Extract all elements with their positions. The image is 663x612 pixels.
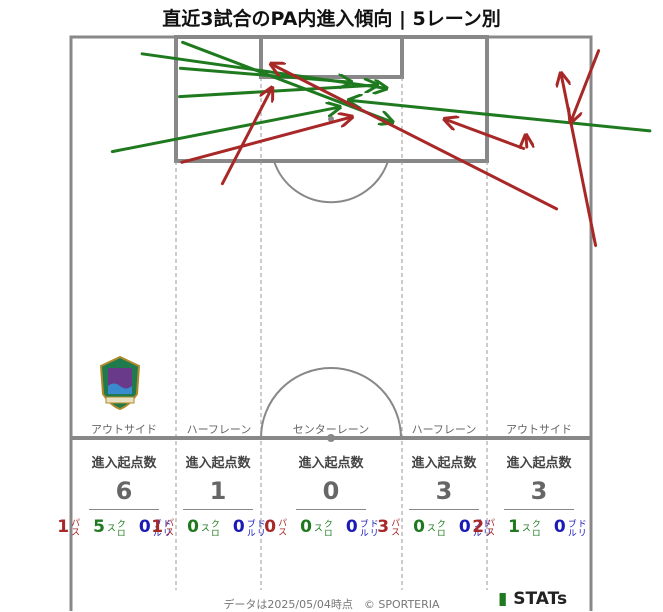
dribble-count: 0 — [458, 517, 471, 537]
stat-divider — [183, 509, 253, 510]
arrow-layer — [110, 40, 652, 247]
cross-count: 5 — [93, 517, 105, 537]
pass-label: パス — [276, 518, 287, 536]
stat-head: 進入起点数 — [298, 456, 364, 471]
stat-divider — [89, 509, 159, 510]
cross-label: クロス — [104, 518, 125, 537]
dribble-label: ドリブル — [357, 518, 378, 537]
cross-arrow-0 — [110, 107, 338, 154]
cross-count: 0 — [413, 517, 425, 537]
dribble-count: 0 — [345, 517, 358, 537]
lane-stats-center: 進入起点数 0 0 パス 0 クロス 0 ドリブル — [264, 452, 378, 537]
cross-arrow-4 — [178, 66, 350, 82]
cross-label: クロス — [519, 518, 540, 537]
stat-total: 3 — [435, 477, 453, 505]
lane-label-outside-right: アウトサイド — [506, 423, 572, 436]
cross-arrow-1 — [178, 85, 377, 99]
cross-count: 0 — [300, 517, 312, 537]
pass-count: 0 — [264, 517, 277, 537]
chart-title: 直近3試合のPA内進入傾向 | 5レーン別 — [162, 8, 501, 30]
pass-label: パス — [69, 518, 80, 536]
pass-arrow-10 — [526, 136, 527, 147]
pass-arrow-11 — [561, 74, 598, 247]
pass-count: 2 — [472, 517, 485, 537]
cross-arrow-5 — [350, 100, 652, 133]
pass-arrow-12 — [571, 49, 601, 121]
pass-arrow-7 — [180, 117, 351, 164]
stat-divider — [296, 509, 366, 510]
lane-stats-halfspace-left: 進入起点数 1 1 パス 0 クロス 0 ドリブル — [151, 452, 265, 537]
center-circle — [260, 367, 402, 439]
cross-count: 1 — [508, 517, 520, 537]
dribble-count: 0 — [232, 517, 245, 537]
penalty-spot — [328, 116, 334, 122]
goal-area — [259, 35, 404, 79]
center-spot — [327, 434, 335, 442]
cross-label: クロス — [311, 518, 332, 537]
stat-total: 0 — [322, 477, 340, 505]
lane-stats-halfspace-right: 進入起点数 3 3 パス 0 クロス 0 ドリブル — [377, 452, 491, 537]
pass-count: 1 — [57, 517, 70, 537]
stat-divider — [504, 509, 574, 510]
dribble-label: ドリブル — [565, 518, 586, 537]
stat-head: 進入起点数 — [411, 456, 477, 471]
pass-count: 3 — [377, 517, 390, 537]
dribble-count: 0 — [553, 517, 566, 537]
pass-label: パス — [484, 518, 495, 536]
lane-label-halfspace-right: ハーフレーン — [411, 423, 477, 436]
brand-mark-icon: ▮ — [498, 589, 508, 609]
pass-arrow-6 — [220, 89, 271, 186]
cross-count: 0 — [187, 517, 199, 537]
dribble-count: 0 — [138, 517, 151, 537]
pass-arrow-8 — [272, 65, 559, 211]
dribble-label: ドリブル — [244, 518, 265, 537]
club-crest-icon — [99, 356, 141, 410]
stat-total: 3 — [530, 477, 548, 505]
lane-stats-outside-right: 進入起点数 3 2 パス 1 クロス 0 ドリブル — [472, 452, 586, 537]
cross-label: クロス — [424, 518, 445, 537]
stat-total: 1 — [209, 477, 227, 505]
stat-head: 進入起点数 — [91, 456, 157, 471]
dribble-label: ドリブル — [150, 518, 171, 537]
penalty-arc — [273, 160, 389, 204]
brand-logo: ▮ STATs — [498, 589, 567, 609]
stat-total: 6 — [115, 477, 133, 505]
footer-note: データは2025/05/04時点 © SPORTERIA — [223, 598, 440, 611]
lane-stats-outside-left: 進入起点数 6 1 パス 5 クロス 0 ドリブル — [57, 452, 171, 537]
lane-label-center: センターレーン — [292, 423, 370, 436]
stat-head: 進入起点数 — [185, 456, 251, 471]
pass-label: パス — [389, 518, 400, 536]
stat-divider — [409, 509, 479, 510]
lane-label-outside-left: アウトサイド — [91, 423, 157, 436]
lane-label-halfspace-left: ハーフレーン — [186, 423, 252, 436]
cross-label: クロス — [198, 518, 219, 537]
dribble-label: ドリブル — [470, 518, 491, 537]
pass-arrow-9 — [446, 120, 526, 150]
pass-count: 1 — [151, 517, 164, 537]
brand-text: STATs — [513, 589, 568, 609]
pass-label: パス — [163, 518, 174, 536]
stat-head: 進入起点数 — [506, 456, 572, 471]
